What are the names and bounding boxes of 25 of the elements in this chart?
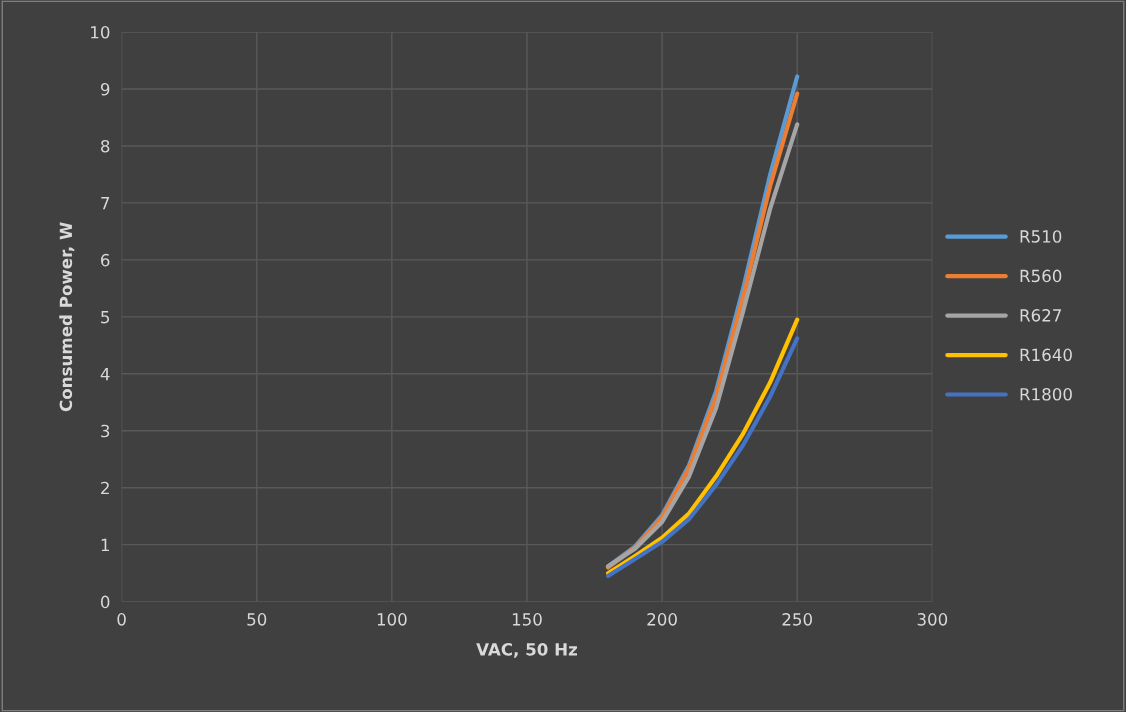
y-tick-label: 10 (91, 26, 110, 39)
legend-label: R1640 (1020, 348, 1072, 362)
x-tick-label: 200 (647, 613, 677, 626)
y-tick-label: 9 (100, 82, 110, 96)
legend-label: R560 (1020, 269, 1062, 283)
y-tick-label: 3 (101, 424, 110, 438)
y-tick-label: 2 (101, 481, 109, 495)
y-tick-label: 0 (100, 595, 110, 609)
y-tick-label: 8 (101, 139, 110, 153)
x-tick-label: 300 (917, 613, 948, 626)
y-tick-label: 6 (101, 253, 110, 267)
x-tick-label: 50 (247, 613, 267, 626)
x-tick-label: 150 (512, 613, 542, 626)
y-tick-label: 4 (100, 367, 110, 381)
y-tick-label: 5 (101, 311, 110, 324)
legend-label: R1800 (1020, 388, 1072, 401)
y-tick-label: 1 (101, 538, 109, 552)
legend-label: R627 (1020, 309, 1061, 322)
x-axis-title: VAC, 50 Hz (476, 643, 578, 658)
legend-label: R510 (1020, 230, 1062, 243)
y-tick-label: 7 (101, 197, 110, 210)
x-tick-label: 100 (377, 613, 407, 626)
x-tick-label: 0 (117, 613, 126, 626)
y-axis-title: Consumed Power, W (59, 222, 75, 412)
x-tick-label: 250 (782, 613, 813, 626)
